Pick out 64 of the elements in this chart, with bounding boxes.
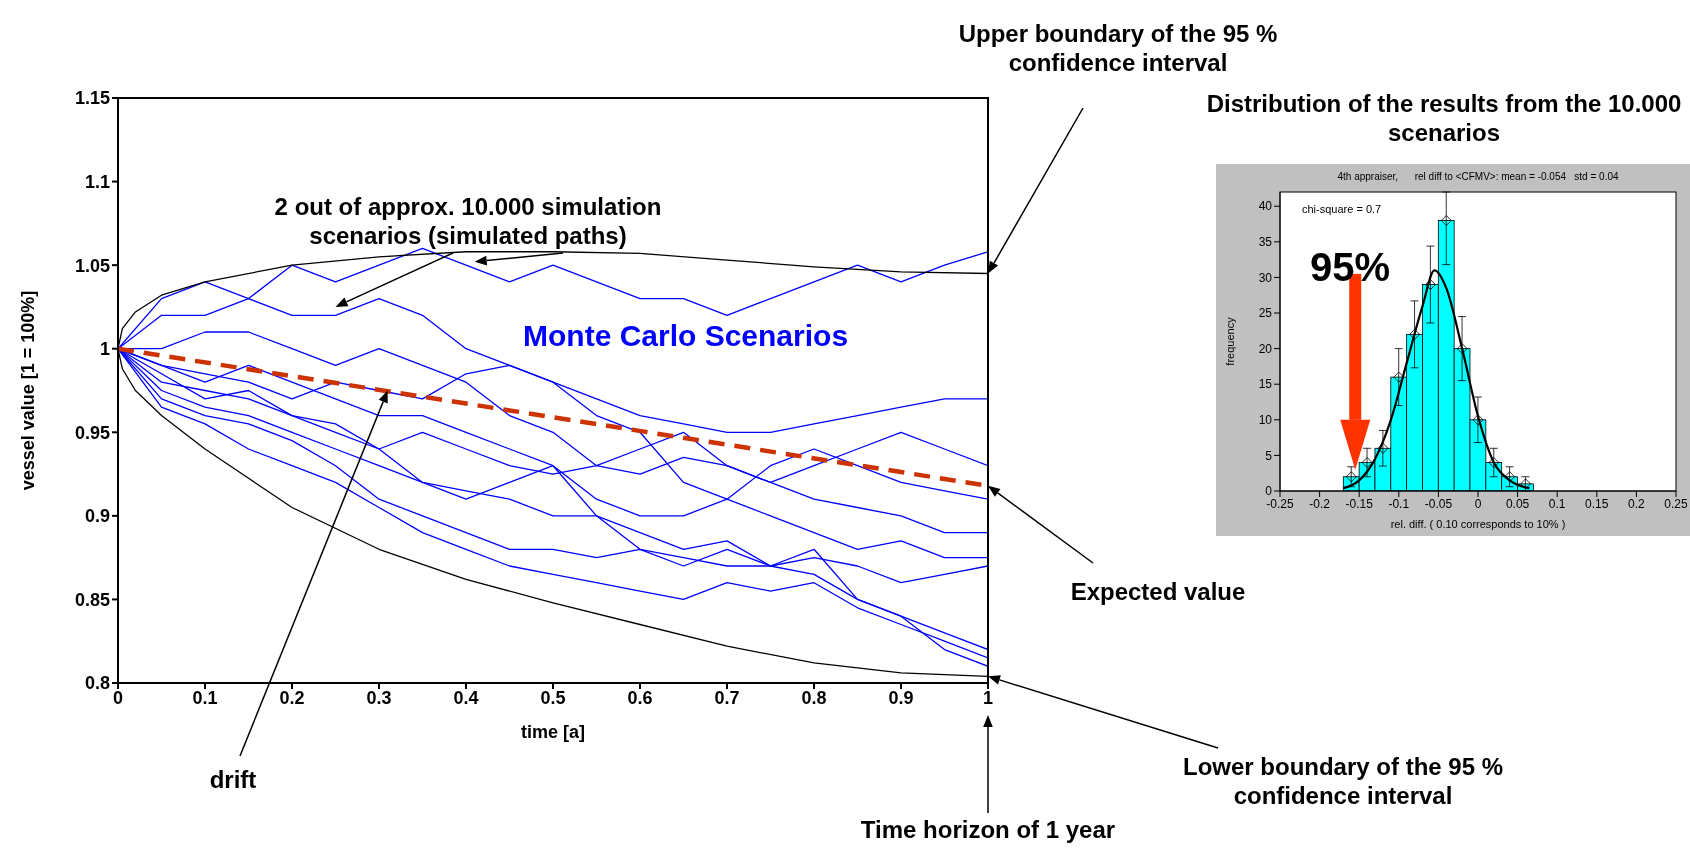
point	[1456, 343, 1468, 355]
y-tick-label: 0.8	[84, 673, 110, 694]
point	[1425, 279, 1436, 290]
x-tick-label: 0.15	[1585, 496, 1609, 511]
text: Lower boundary of the 95 % confidence interval	[1181, 753, 1504, 811]
point	[1504, 471, 1516, 483]
x-tick-label: 0.1	[192, 687, 218, 708]
point	[1488, 457, 1500, 468]
point	[1377, 442, 1389, 454]
x-tick-label: 0.9	[888, 687, 914, 708]
y-tick-label: 0.85	[74, 589, 110, 610]
annotation: Monte Carlo Scenarios	[523, 318, 850, 354]
y-tick-label: 15	[1258, 377, 1273, 392]
annotation: 2 out of approx. 10.000 simulation scenarios (simulated paths)	[273, 193, 663, 251]
x-tick-label: 0.3	[366, 687, 392, 708]
x-tick-label: 0	[112, 687, 124, 708]
x-tick-label: 0.05	[1505, 496, 1530, 511]
x-tick-label: -0.25	[1266, 496, 1294, 511]
x-tick-label: 0.25	[1664, 496, 1688, 511]
y-tick-label: 0.95	[74, 422, 110, 443]
y-tick-label: 35	[1258, 235, 1273, 250]
y-tick-label: 30	[1258, 270, 1273, 285]
point	[1440, 215, 1452, 226]
point	[1409, 328, 1421, 340]
y-tick-label: 10	[1258, 413, 1273, 428]
y-tick-label: 40	[1258, 199, 1273, 214]
y-tick-label: 1.1	[84, 171, 110, 192]
x-axis-title: time [a]	[520, 722, 586, 742]
y-tick-label: 0	[1265, 484, 1273, 499]
y-tick-label: 5	[1265, 448, 1273, 463]
x-tick-label: 0.6	[627, 687, 653, 708]
text: Upper boundary of the 95 % confidence interval	[957, 20, 1279, 78]
x-tick-label: 1	[982, 687, 994, 708]
text: drift	[208, 766, 258, 795]
x-tick-label: -0.1	[1388, 496, 1410, 511]
chart-title: Distribution of the results from the 10.000 scenarios	[1205, 90, 1683, 148]
x-tick-label: 0.2	[279, 687, 305, 708]
y-axis-title: frequency	[1223, 316, 1236, 366]
point	[1361, 457, 1373, 468]
x-axis-title: rel. diff. ( 0.10 corresponds to 10% )	[1390, 518, 1566, 530]
x-tick-label: 0.8	[801, 687, 827, 708]
point	[1472, 414, 1484, 426]
y-tick-label: 1	[99, 339, 110, 360]
text: Expected value	[1069, 578, 1247, 607]
x-tick-label: 0.2	[1628, 496, 1646, 511]
x-tick-label: 0.1	[1548, 496, 1566, 511]
x-tick-label: -0.2	[1309, 496, 1331, 511]
point	[1393, 371, 1405, 383]
x-tick-label: 0.5	[540, 687, 566, 708]
x-tick-label: -0.05	[1424, 496, 1453, 511]
annotation: 95%	[1310, 245, 1391, 289]
y-axis-title: vessel value [1 = 100%]	[18, 290, 39, 491]
text: Time horizon of 1 year	[859, 816, 1117, 845]
x-tick-label: 0	[1474, 496, 1482, 511]
x-tick-label: -0.15	[1345, 496, 1374, 511]
y-tick-label: 1.15	[74, 88, 110, 109]
y-tick-label: 1.05	[74, 255, 110, 276]
x-tick-label: 0.4	[453, 687, 479, 708]
annotation: chi-square = 0.7	[1302, 203, 1382, 215]
y-tick-label: 20	[1258, 341, 1273, 356]
chart-subtitle: 4th appraiser, rel diff to <CFMV>: mean = -0.054 std = 0.04	[1336, 171, 1620, 182]
x-tick-label: 0.7	[714, 687, 740, 708]
point	[1345, 471, 1357, 483]
y-tick-label: 25	[1258, 306, 1273, 321]
